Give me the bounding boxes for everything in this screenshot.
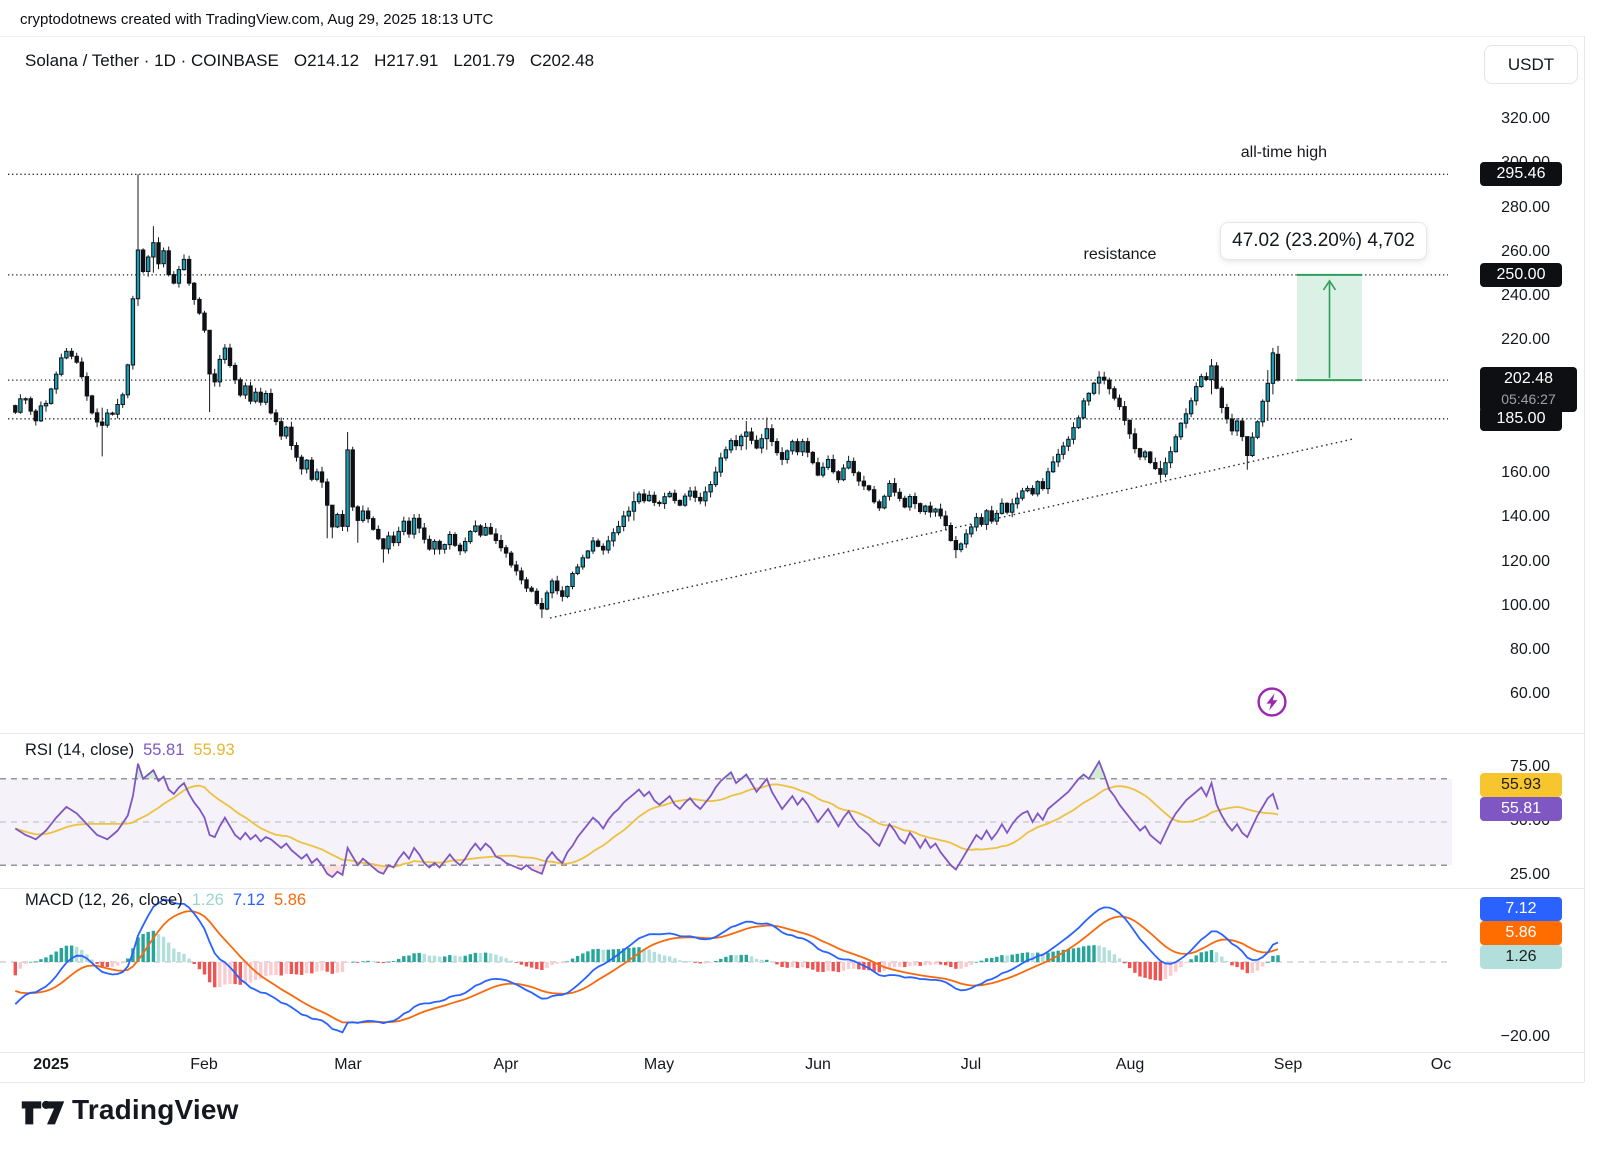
rsi-pane[interactable] (0, 733, 1452, 888)
price-tick-label[interactable]: 80.00 (1509, 641, 1550, 659)
lightning-icon[interactable] (1256, 686, 1288, 718)
tradingview-logo-icon[interactable] (20, 1092, 66, 1132)
price-tick-label[interactable]: 60.00 (1509, 685, 1550, 703)
currency-toggle-button[interactable]: USDT (1484, 45, 1578, 84)
rsi-ma-line[interactable] (15, 783, 1279, 868)
tradingview-brand-text[interactable]: TradingView (72, 1094, 239, 1125)
price-tick-label[interactable]: 280.00 (1501, 198, 1550, 216)
macd-line-badge: 7.12 (1480, 897, 1562, 922)
pane-separator-macd[interactable] (0, 888, 1584, 889)
price-tick-label[interactable]: 100.00 (1501, 596, 1550, 614)
rsi-ma-badge: 55.93 (1480, 773, 1562, 798)
projection-drawing[interactable] (1297, 273, 1362, 382)
bar-countdown: 05:46:27 (1501, 391, 1556, 408)
support-price-badge: 185.00 (1480, 406, 1562, 431)
time-axis-border (0, 1052, 1584, 1053)
rsi-title-row: RSI (14, close) 55.81 55.93 (25, 741, 235, 760)
price-tick-label[interactable]: 160.00 (1501, 464, 1550, 482)
resistance-price-badge: 250.00 (1480, 262, 1562, 287)
time-axis-label[interactable]: Jun (805, 1056, 831, 1073)
macd-hist-badge: 1.26 (1480, 945, 1562, 970)
macd-signal-badge: 5.86 (1480, 921, 1562, 946)
ohlc-high: H217.91 (374, 51, 439, 70)
main-pane-group (8, 173, 1448, 619)
macd-pane[interactable] (0, 888, 1452, 1050)
rsi-ma-value: 55.93 (193, 741, 235, 759)
macd-signal-value: 5.86 (273, 891, 307, 909)
time-axis-label[interactable]: Apr (493, 1056, 519, 1073)
price-tick-label[interactable]: 220.00 (1501, 331, 1550, 349)
rsi-line[interactable] (14, 759, 1279, 879)
macd-line-value: 7.12 (232, 891, 265, 909)
rsi-value: 55.81 (143, 741, 185, 759)
time-axis-label[interactable]: Feb (190, 1056, 218, 1073)
time-axis-label[interactable]: 2025 (33, 1056, 69, 1073)
ath-price-badge: 295.46 (1480, 162, 1562, 187)
rsi-badge: 55.81 (1480, 797, 1562, 822)
time-axis-label[interactable]: Oc (1430, 1056, 1452, 1073)
ohlc-open: O214.12 (293, 51, 360, 70)
all-time-high-label: all-time high (1240, 144, 1327, 161)
card-bottom-border (0, 1082, 1584, 1083)
rsi-title[interactable]: RSI (14, close) (25, 741, 135, 759)
macd-tick-label[interactable]: −20.00 (1500, 1028, 1550, 1045)
price-tick-label[interactable]: 320.00 (1501, 110, 1550, 127)
macd-hist-value: 1.26 (191, 891, 224, 909)
attribution-text: cryptodotnews created with TradingView.c… (20, 11, 494, 28)
chart-header: Solana / Tether · 1D · COINBASE O214.12 … (25, 51, 594, 71)
macd-line[interactable] (14, 898, 1279, 1034)
macd-signal-line[interactable] (15, 910, 1279, 1024)
ohlc-close: C202.48 (529, 51, 595, 70)
price-tick-label[interactable]: 240.00 (1501, 287, 1550, 305)
time-axis-label[interactable]: Sep (1273, 1056, 1303, 1073)
time-axis-label[interactable]: Mar (334, 1056, 362, 1073)
macd-title[interactable]: MACD (12, 26, close) (25, 891, 183, 909)
main-price-pane[interactable] (0, 36, 1452, 733)
price-tick-label[interactable]: 260.00 (1501, 242, 1550, 260)
resistance-label: resistance (1083, 246, 1157, 263)
price-tick-label[interactable]: 120.00 (1501, 552, 1550, 570)
last-price-value: 202.48 (1504, 370, 1553, 388)
card-top-border (0, 36, 1584, 37)
price-scale-right-border (1584, 36, 1585, 1082)
macd-histogram (13, 930, 1280, 988)
time-axis-label[interactable]: Aug (1115, 1056, 1145, 1073)
projection-arrow (1322, 279, 1337, 291)
rsi-tick-label[interactable]: 25.00 (1509, 866, 1550, 883)
time-axis-label[interactable]: Jul (960, 1056, 982, 1073)
rsi-tick-label[interactable]: 75.00 (1509, 758, 1550, 775)
last-price-badge: 202.48 05:46:27 (1480, 367, 1577, 413)
ohlc-low: L201.79 (453, 51, 515, 70)
projection-tooltip[interactable]: 47.02 (23.20%) 4,702 (1220, 222, 1427, 260)
price-tick-label[interactable]: 140.00 (1501, 508, 1550, 526)
candlesticks (13, 174, 1281, 618)
symbol-title[interactable]: Solana / Tether · 1D · COINBASE (25, 51, 279, 70)
macd-title-row: MACD (12, 26, close) 1.26 7.12 5.86 (25, 891, 306, 910)
time-axis-label[interactable]: May (643, 1056, 675, 1073)
pane-separator-rsi[interactable] (0, 733, 1584, 734)
rsi-oversold-fill (15, 865, 1278, 878)
